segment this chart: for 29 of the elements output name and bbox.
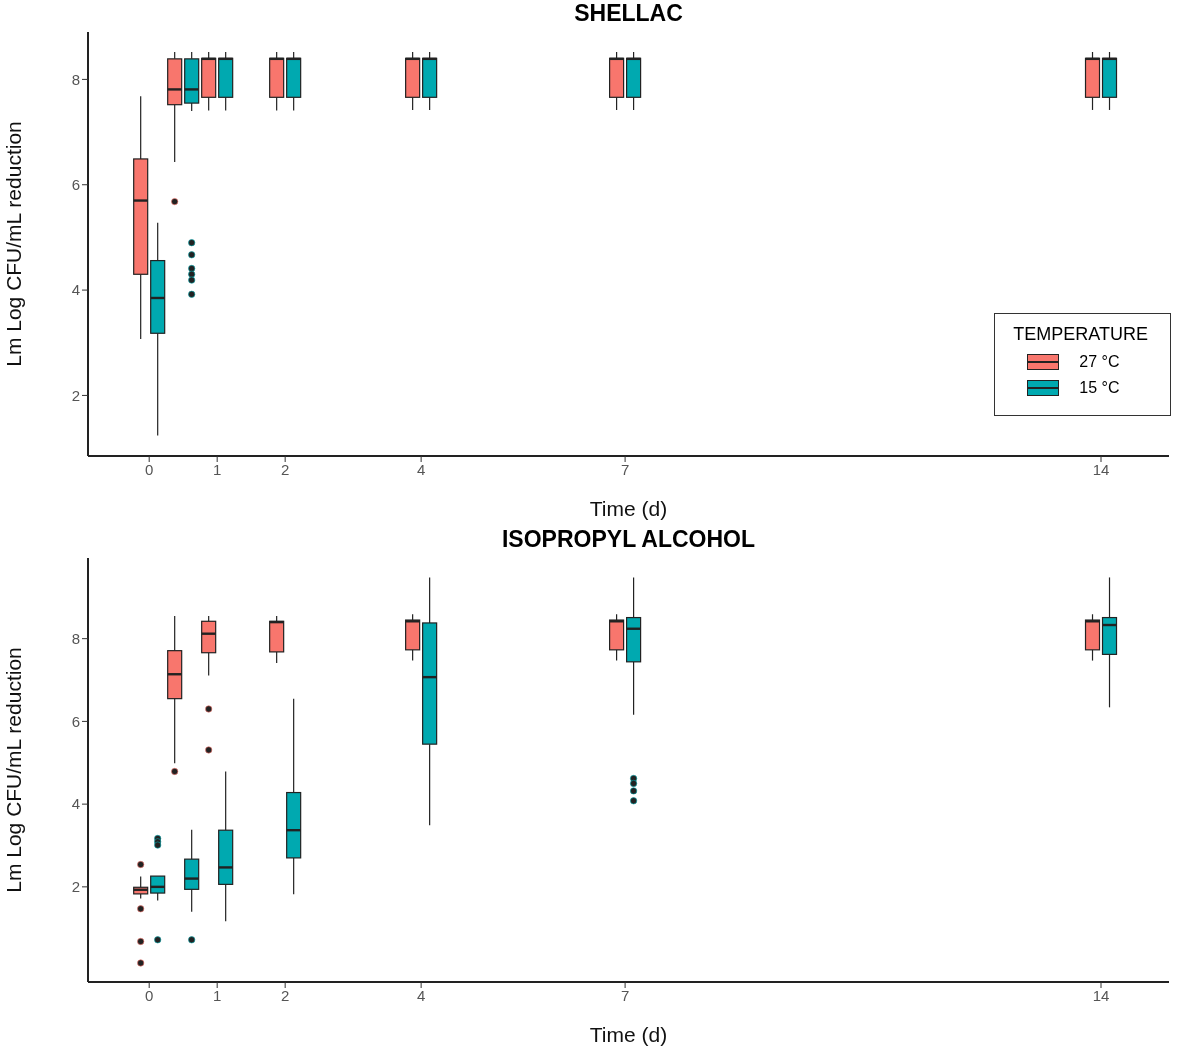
y-axis-title: Lm Log CFU/mL reduction — [2, 121, 26, 367]
x-tick-label: 0 — [145, 986, 154, 1004]
y-tick-label: 2 — [71, 878, 80, 896]
y-tick-label: 4 — [71, 795, 80, 813]
x-axis-title: Time (d) — [589, 1023, 668, 1046]
x-tick-label: 14 — [1092, 986, 1110, 1004]
y-axis-title: Lm Log CFU/mL reduction — [2, 647, 26, 893]
chart-title: ISOPROPYL ALCOHOL — [501, 526, 756, 552]
x-tick-label: 4 — [416, 986, 426, 1004]
y-tick-label: 6 — [71, 176, 80, 194]
y-tick-label: 8 — [71, 629, 80, 647]
x-tick-label: 14 — [1092, 460, 1110, 478]
legend-label: 27 °C — [1079, 353, 1120, 371]
x-tick-label: 7 — [620, 460, 630, 478]
x-tick-label: 2 — [280, 460, 290, 478]
x-tick-label: 0 — [145, 460, 154, 478]
y-tick-label: 4 — [71, 281, 80, 299]
y-tick-label: 8 — [71, 70, 80, 88]
legend-title: TEMPERATURE — [1013, 324, 1148, 345]
chart-title: SHELLAC — [573, 0, 684, 26]
x-tick-label: 1 — [213, 460, 222, 478]
x-tick-label: 7 — [620, 986, 630, 1004]
x-axis-title: Time (d) — [589, 497, 668, 520]
legend-label: 15 °C — [1079, 379, 1120, 397]
y-tick-label: 2 — [71, 386, 80, 404]
x-tick-label: 4 — [416, 460, 426, 478]
x-tick-label: 2 — [280, 986, 290, 1004]
x-tick-label: 1 — [213, 986, 222, 1004]
y-tick-label: 6 — [71, 712, 80, 730]
